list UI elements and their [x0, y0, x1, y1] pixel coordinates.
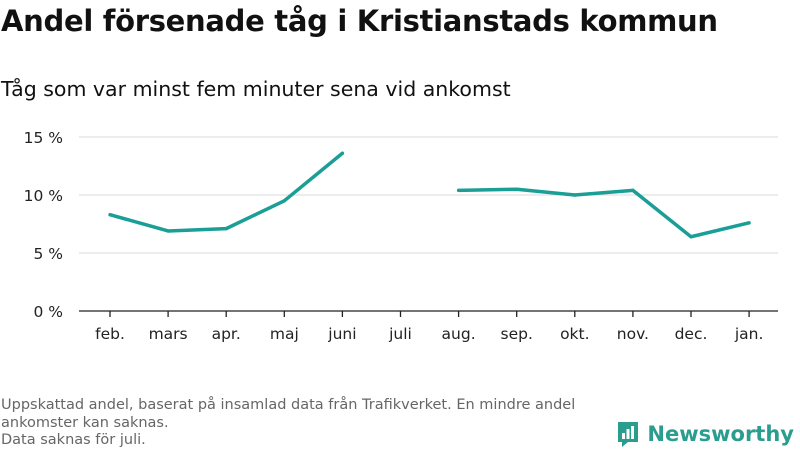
newsworthy-logo-icon [618, 422, 639, 447]
data-point [515, 187, 519, 191]
x-tick-label: sep. [501, 325, 533, 343]
data-point [108, 213, 112, 217]
y-tick-label: 5 % [33, 245, 63, 263]
line-chart: 0 % 5 % 10 % 15 % feb. mars apr. maj juni juli aug… [24, 129, 778, 343]
chart-title: Andel försenade tåg i Kristianstads komm… [1, 4, 718, 38]
x-tick-label: feb. [95, 325, 125, 343]
x-tick-label: maj [270, 325, 299, 343]
footnote-line: ankomster kan saknas. [1, 414, 169, 431]
data-point [573, 193, 577, 197]
brand-name: Newsworthy [647, 422, 794, 446]
x-tick-label: okt. [560, 325, 589, 343]
data-point [224, 226, 228, 231]
newsworthy-brand: Newsworthy [616, 420, 794, 448]
data-point [340, 151, 345, 155]
chart-subtitle: Tåg som var minst fem minuter sena vid a… [1, 77, 511, 101]
x-tick-label: juni [327, 325, 356, 343]
x-tick-label: aug. [442, 325, 476, 343]
data-point [456, 188, 461, 193]
y-tick-label: 10 % [24, 187, 63, 205]
x-tick-label: nov. [617, 325, 649, 343]
data-point [631, 188, 635, 193]
x-tick-label: apr. [212, 325, 241, 343]
data-point [166, 229, 170, 233]
y-tick-label: 15 % [24, 129, 63, 147]
footnote: Uppskattad andel, baserat på insamlad da… [1, 397, 575, 450]
x-tick-label: jan. [734, 325, 764, 343]
footnote-line: Data saknas för juli. [1, 432, 146, 448]
data-point [282, 199, 286, 203]
y-tick-label: 0 % [33, 303, 63, 321]
x-tick-label: juli [388, 325, 412, 343]
x-tick-label: mars [149, 325, 188, 343]
series-line [458, 187, 750, 239]
series-line [109, 151, 344, 233]
data-point [689, 235, 693, 239]
data-point [747, 221, 751, 225]
footnote-line: Uppskattad andel, baserat på insamlad da… [1, 397, 576, 413]
x-tick-label: dec. [675, 325, 708, 343]
